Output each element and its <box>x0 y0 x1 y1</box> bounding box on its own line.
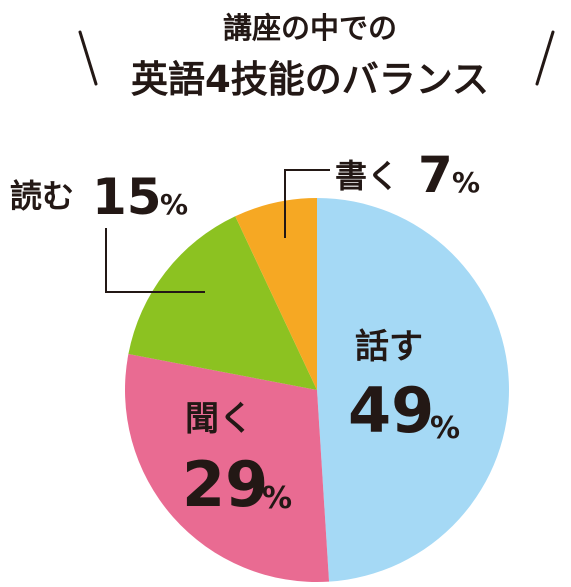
slice-speak <box>317 198 510 582</box>
slice-label-speak-value: 49 <box>348 374 434 447</box>
chart-title-line1: 講座の中での <box>223 11 397 45</box>
slice-label-read-name: 読む <box>10 177 74 215</box>
slice-label-speak-unit: % <box>430 411 460 446</box>
leader-line-write <box>284 169 330 238</box>
slice-label-read-value: 15 <box>92 168 162 226</box>
chart-title-line2: 英語4技能のバランス <box>131 58 489 101</box>
title-right-slash <box>535 30 555 86</box>
slice-label-listen-unit: % <box>262 481 292 516</box>
slice-label-speak-name: 話す <box>355 327 423 367</box>
slice-label-write-value: 7 <box>418 146 453 204</box>
title-left-slash <box>78 30 98 86</box>
slice-label-write-name: 書く <box>335 157 399 195</box>
slice-listen <box>125 354 330 582</box>
slice-label-listen-name: 聞く <box>185 399 253 439</box>
slice-read <box>128 216 317 390</box>
slice-label-read-unit: % <box>160 188 188 221</box>
pie-slices <box>125 198 510 582</box>
slice-write <box>235 198 317 390</box>
slice-label-listen-value: 29 <box>182 448 268 521</box>
leader-line-read <box>105 228 205 293</box>
slice-label-write-unit: % <box>452 166 480 199</box>
